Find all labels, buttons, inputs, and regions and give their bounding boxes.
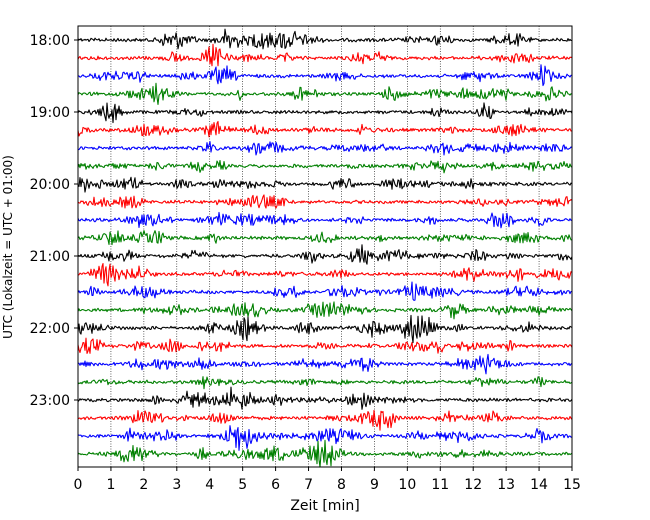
y-tick-label: 20:00 bbox=[30, 177, 70, 193]
x-tick-label: 13 bbox=[497, 477, 515, 493]
x-tick-label: 7 bbox=[304, 477, 313, 493]
y-axis-ticks: 18:00 19:00 20:00 21:00 22:00 23:00 bbox=[30, 33, 78, 409]
seismic-trace bbox=[77, 159, 573, 174]
seismic-trace bbox=[77, 376, 573, 390]
x-tick-label: 6 bbox=[271, 477, 280, 493]
seismic-trace bbox=[77, 120, 573, 138]
y-tick-label: 22:00 bbox=[30, 321, 70, 337]
x-tick-label: 1 bbox=[106, 477, 115, 493]
x-tick-label: 8 bbox=[337, 477, 346, 493]
seismic-trace bbox=[77, 439, 573, 468]
seismic-trace bbox=[77, 353, 573, 375]
x-tick-label: 4 bbox=[205, 477, 214, 493]
x-axis-label: Zeit [min] bbox=[290, 498, 359, 514]
x-axis-ticks: 0 1 2 3 4 5 6 7 8 9 10 11 12 13 14 15 bbox=[74, 467, 581, 493]
x-tick-label: 3 bbox=[172, 477, 181, 493]
seismic-trace bbox=[77, 262, 573, 287]
plot-frame bbox=[77, 25, 573, 468]
seismic-trace bbox=[77, 425, 573, 451]
seismic-trace bbox=[77, 28, 573, 50]
x-tick-label: 0 bbox=[74, 477, 83, 493]
seismic-trace bbox=[77, 281, 573, 301]
seismic-trace bbox=[77, 409, 573, 431]
seismic-trace bbox=[77, 141, 573, 156]
y-axis-label: UTC (Lokalzeit = UTC + 01:00) bbox=[1, 155, 15, 339]
y-tick-label: 21:00 bbox=[30, 249, 70, 265]
y-tick-label: 19:00 bbox=[30, 105, 70, 121]
y-tick-label: 23:00 bbox=[30, 393, 70, 409]
seismic-trace bbox=[77, 176, 573, 193]
x-tick-label: 9 bbox=[370, 477, 379, 493]
x-tick-label: 11 bbox=[431, 477, 449, 493]
x-tick-label: 5 bbox=[238, 477, 247, 493]
y-tick-label: 18:00 bbox=[30, 33, 70, 49]
seismic-trace bbox=[77, 230, 573, 246]
seismic-trace bbox=[77, 386, 573, 410]
seismic-traces bbox=[77, 28, 573, 468]
x-tick-label: 12 bbox=[464, 477, 482, 493]
x-tick-label: 2 bbox=[139, 477, 148, 493]
seismic-trace bbox=[77, 102, 573, 124]
x-tick-label: 10 bbox=[398, 477, 416, 493]
seismic-trace bbox=[77, 337, 573, 354]
seismic-trace bbox=[77, 82, 573, 105]
seismic-trace bbox=[77, 301, 573, 320]
seismic-trace bbox=[77, 64, 573, 87]
seismic-trace bbox=[77, 211, 573, 229]
seismic-trace bbox=[77, 43, 573, 67]
vertical-grid bbox=[110, 26, 540, 467]
x-tick-label: 15 bbox=[563, 477, 581, 493]
seismic-trace bbox=[77, 244, 573, 265]
x-tick-label: 14 bbox=[530, 477, 548, 493]
seismic-trace bbox=[77, 314, 573, 344]
seismic-trace bbox=[77, 194, 573, 209]
